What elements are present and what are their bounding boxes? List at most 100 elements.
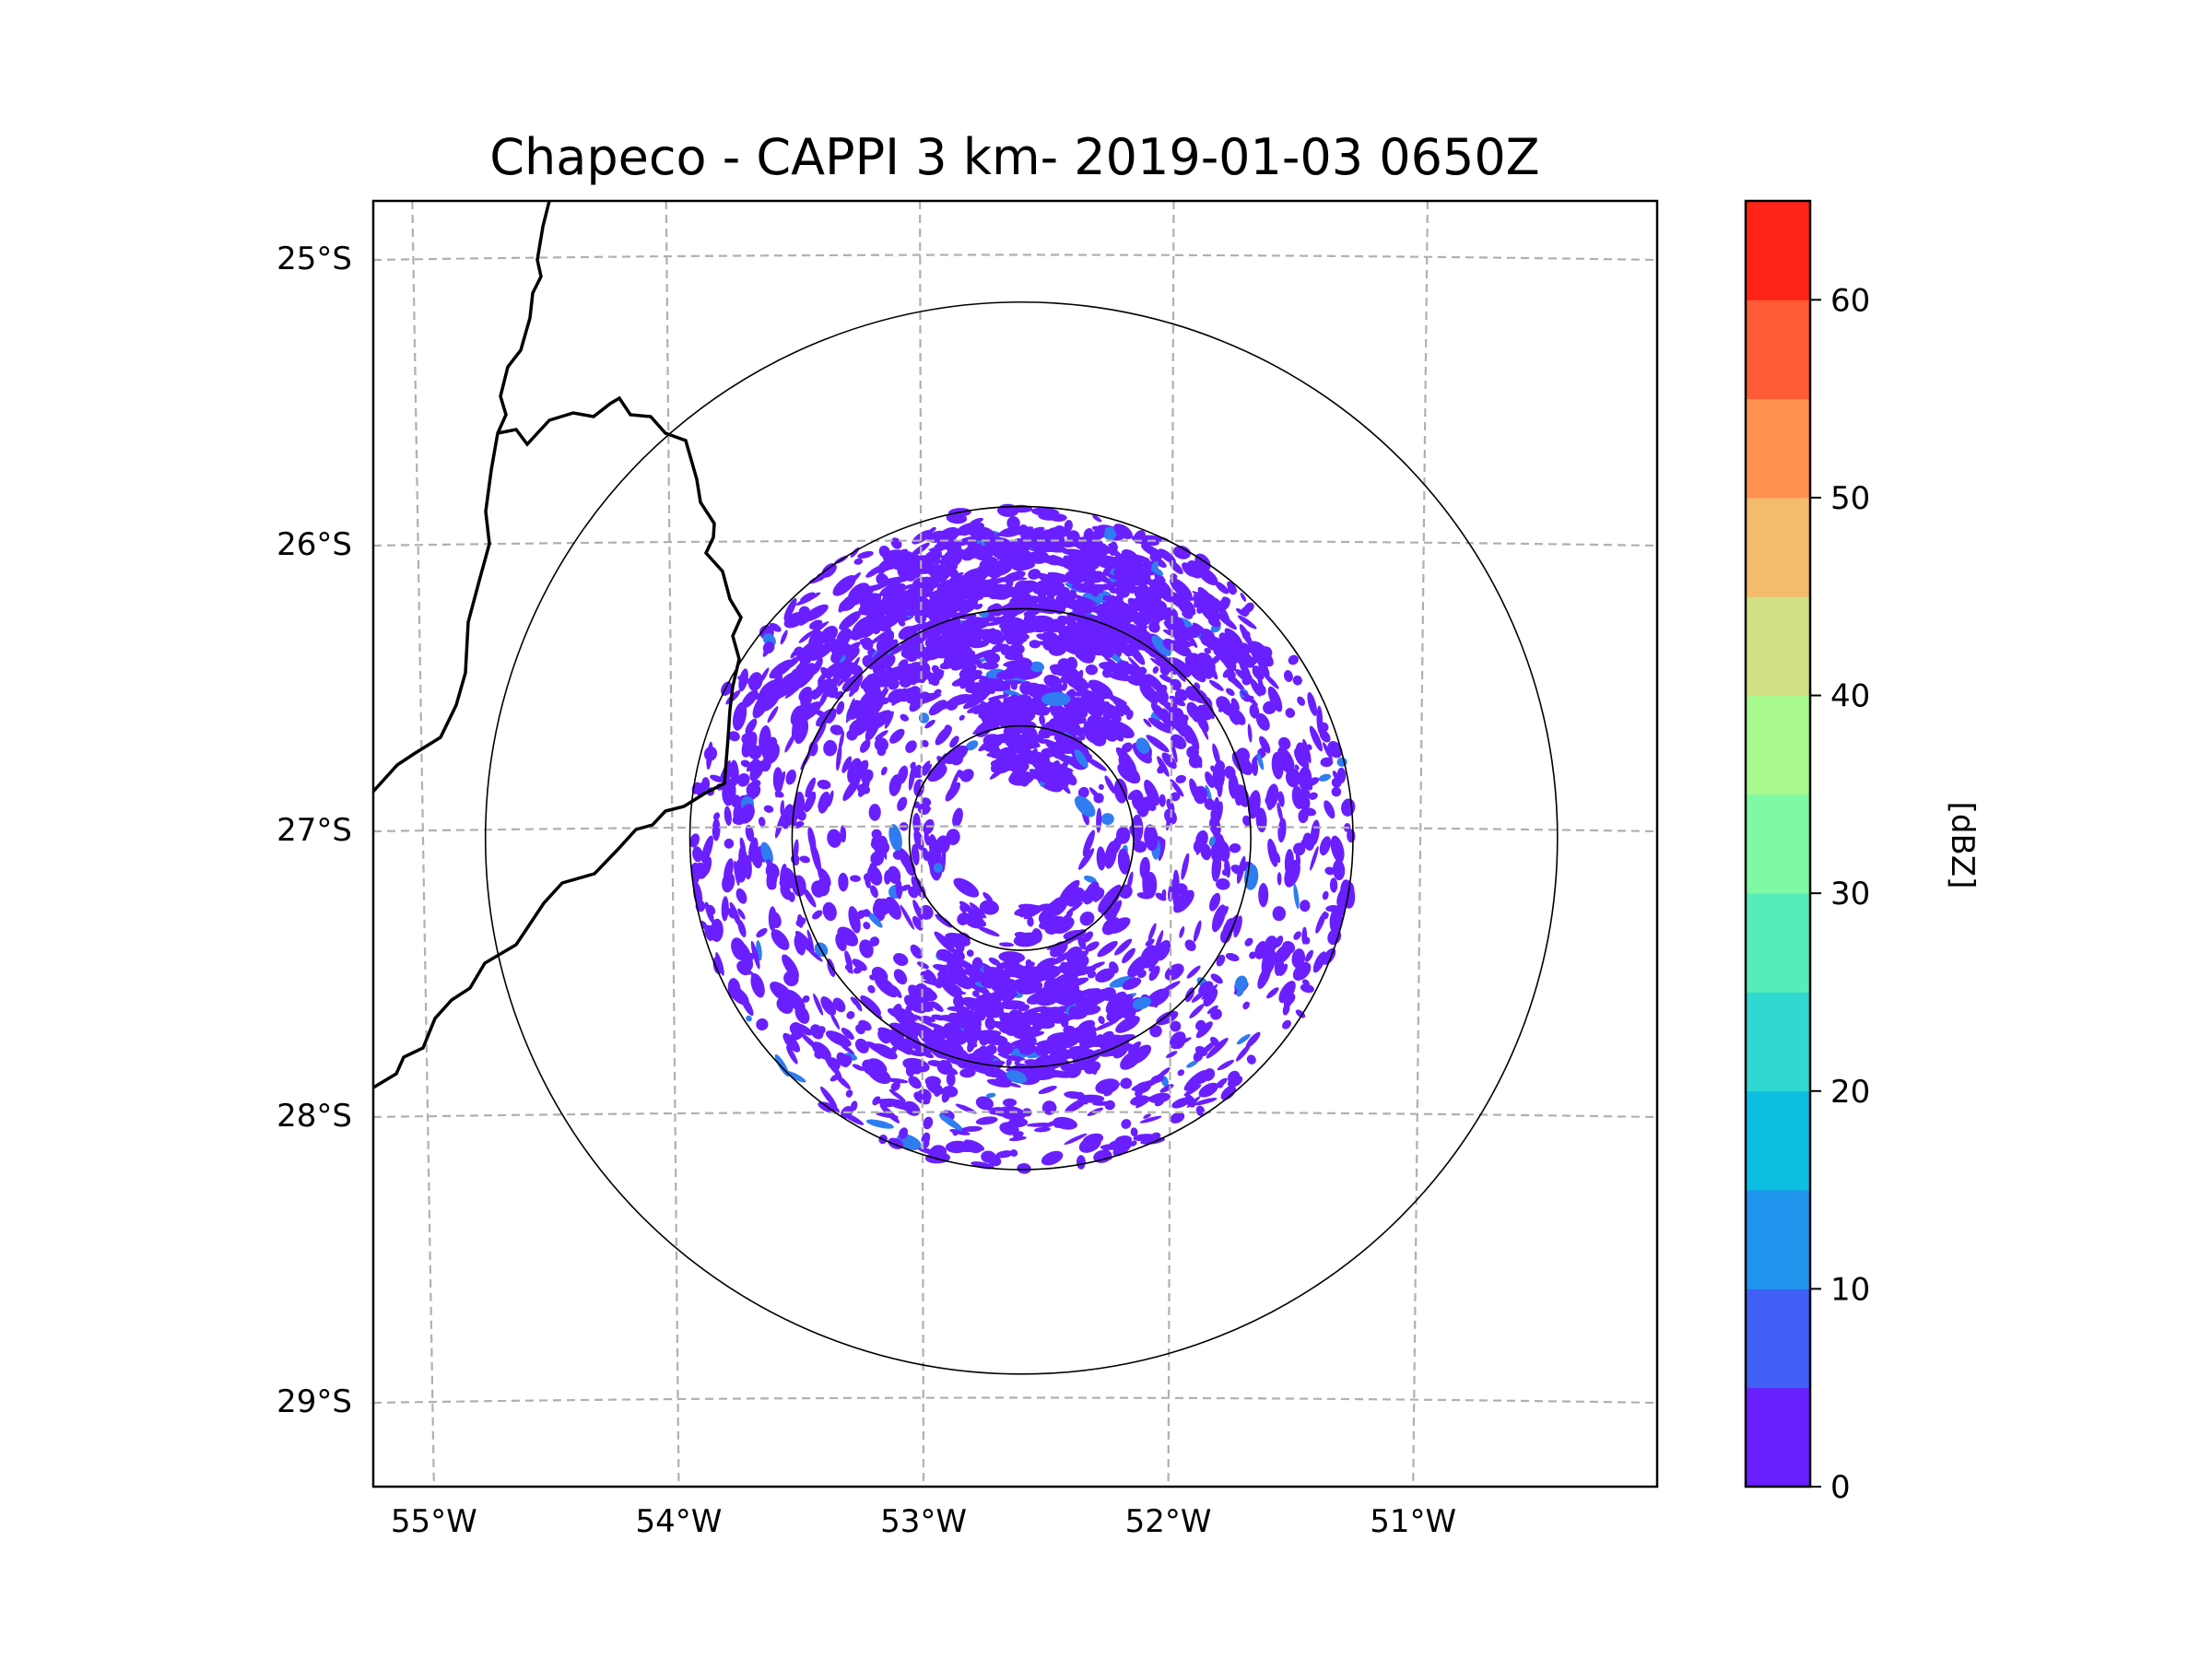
radar-echo (785, 990, 806, 1011)
radar-echo (874, 604, 900, 618)
radar-echo (1120, 1077, 1133, 1089)
radar-echo (1235, 1043, 1252, 1062)
radar-echo (1247, 724, 1253, 743)
radar-echo (956, 1009, 985, 1018)
radar-echo (893, 1042, 900, 1049)
radar-echo (1018, 524, 1030, 538)
radar-echo (745, 718, 758, 735)
radar-echo (1019, 908, 1039, 918)
radar-echo (735, 888, 747, 904)
radar-echo (1320, 757, 1334, 768)
radar-echo (1283, 670, 1293, 682)
radar-echo (790, 650, 798, 659)
radar-echo (1115, 826, 1131, 844)
radar-echo (891, 696, 901, 706)
radar-echo (885, 896, 902, 920)
radar-echo (728, 731, 740, 742)
radar-echo (877, 1027, 903, 1044)
radar-echo (1079, 544, 1110, 557)
radar-echo (1299, 838, 1307, 853)
radar-echo (1315, 911, 1327, 934)
radar-echo (1300, 900, 1311, 912)
radar-echo (805, 777, 817, 798)
radar-echo (1117, 629, 1135, 644)
radar-echo (1236, 607, 1248, 618)
radar-echo (733, 806, 740, 825)
radar-echo (1215, 1077, 1228, 1088)
radar-echo (1091, 642, 1100, 656)
radar-echo (1119, 553, 1143, 571)
radar-echo (1245, 1031, 1261, 1048)
radar-echo (1078, 1091, 1088, 1105)
radar-echo (1281, 940, 1296, 954)
radar-echo (1107, 672, 1132, 682)
radar-echo (911, 843, 920, 865)
radar-echo (1124, 664, 1147, 683)
radar-echo (845, 571, 861, 587)
radar-echo (1113, 778, 1128, 804)
radar-echo (721, 896, 729, 922)
radar-echo (702, 856, 712, 877)
radar-echo (865, 1060, 888, 1076)
radar-echo (812, 910, 823, 920)
radar-echo (1082, 931, 1093, 943)
radar-echo (1285, 708, 1296, 718)
radar-echo (1044, 1011, 1071, 1024)
radar-echo (1159, 794, 1166, 807)
radar-echo (995, 959, 1020, 970)
radar-echo (1182, 610, 1194, 619)
radar-echo (1163, 621, 1182, 637)
radar-echo (1069, 671, 1077, 684)
radar-echo (858, 778, 870, 797)
radar-echo (1203, 987, 1218, 1007)
radar-echo (907, 1050, 924, 1057)
radar-echo (1155, 892, 1167, 901)
radar-echo (1200, 843, 1212, 861)
radar-echo (846, 1011, 855, 1019)
radar-echo (888, 774, 902, 796)
radar-echo (950, 658, 967, 671)
radar-echo (951, 677, 971, 687)
radar-echo (913, 1091, 931, 1105)
radar-echo (1067, 577, 1083, 583)
radar-echo (724, 806, 732, 826)
radar-echo (1091, 1034, 1102, 1042)
radar-echo (900, 904, 915, 930)
radar-echo (1341, 798, 1356, 817)
radar-echo (982, 892, 994, 903)
radar-echo (1237, 615, 1257, 629)
state-borders (373, 201, 743, 1089)
radar-echo (1233, 915, 1242, 938)
radar-echo (1208, 836, 1216, 847)
radar-echo (1322, 890, 1329, 900)
radar-echo (1173, 637, 1191, 648)
radar-echo (733, 701, 747, 731)
radar-echo (906, 691, 930, 704)
radar-echo (936, 948, 955, 962)
radar-echo (1092, 528, 1102, 542)
radar-echo (1150, 657, 1172, 673)
radar-echo (794, 934, 806, 956)
radar-echo (997, 981, 1020, 989)
radar-echo (832, 997, 846, 1013)
radar-echo (1029, 640, 1041, 649)
range-ring (688, 505, 1354, 1171)
radar-echo (827, 1057, 841, 1071)
radar-echo (1018, 594, 1030, 600)
radar-echo (1150, 560, 1159, 572)
radar-echo (921, 739, 929, 747)
radar-echo (961, 1125, 982, 1132)
radar-echo (1145, 938, 1155, 947)
radar-echo (1043, 724, 1055, 737)
radar-echo (1090, 888, 1105, 901)
radar-echo (959, 900, 975, 915)
radar-echo (692, 846, 703, 863)
radar-echo (1127, 597, 1143, 612)
radar-echo (1048, 555, 1067, 567)
radar-echo (741, 689, 759, 709)
radar-echo (935, 725, 952, 746)
radar-echo (1307, 691, 1317, 716)
radar-echo (1044, 921, 1061, 935)
radar-echo (1066, 735, 1083, 750)
radar-echo (959, 714, 965, 721)
